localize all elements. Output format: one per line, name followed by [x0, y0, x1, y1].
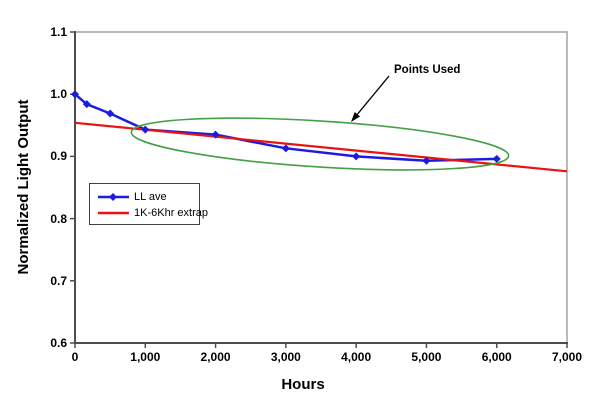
x-tick-label: 0	[71, 350, 79, 364]
legend-item-ll-ave: LL ave	[97, 189, 199, 205]
legend-label-ll-ave: LL ave	[134, 191, 167, 203]
data-point-marker	[352, 152, 361, 161]
annotation-arrow-line	[355, 75, 390, 117]
data-point-marker	[422, 156, 431, 165]
x-axis-title: Hours	[281, 376, 325, 393]
data-point-marker	[492, 154, 501, 163]
data-point-marker	[106, 109, 115, 118]
x-tick-label: 4,000	[341, 350, 372, 364]
x-tick-label: 2,000	[200, 350, 231, 364]
y-tick-label: 0.8	[50, 211, 67, 226]
x-tick-label: 5,000	[411, 350, 442, 364]
legend-item-extrap: 1K-6Khr extrap	[97, 205, 208, 221]
legend-label-extrap: 1K-6Khr extrap	[134, 207, 208, 219]
legend-marker-ll-ave	[109, 193, 117, 201]
legend: LL ave 1K-6Khr extrap	[89, 183, 208, 225]
x-tick-label: 3,000	[270, 350, 301, 364]
data-point-marker	[211, 130, 220, 139]
annotation-label: Points Used	[394, 64, 461, 76]
x-tick-label: 7,000	[551, 350, 583, 364]
points-used-ellipse	[130, 117, 510, 171]
data-point-marker	[82, 100, 91, 109]
y-tick-label: 0.6	[50, 336, 67, 350]
y-tick-label: 1.1	[50, 25, 67, 39]
x-tick-label: 1,000	[130, 350, 161, 364]
y-axis-title: Normalized Light Output	[15, 99, 32, 275]
x-tick-label: 6,000	[481, 350, 512, 364]
data-point-marker	[281, 144, 290, 153]
legend-swatch-extrap	[98, 211, 129, 215]
annotation-arrow-head	[351, 112, 361, 122]
series-line-extrap	[74, 121, 568, 173]
legend-swatch-ll-ave	[98, 193, 129, 201]
data-point-marker	[141, 125, 150, 134]
data-point-marker	[71, 90, 79, 99]
y-tick-label: 0.7	[50, 273, 67, 288]
y-tick-label: 1.0	[50, 87, 67, 102]
y-tick-label: 0.9	[50, 149, 67, 164]
